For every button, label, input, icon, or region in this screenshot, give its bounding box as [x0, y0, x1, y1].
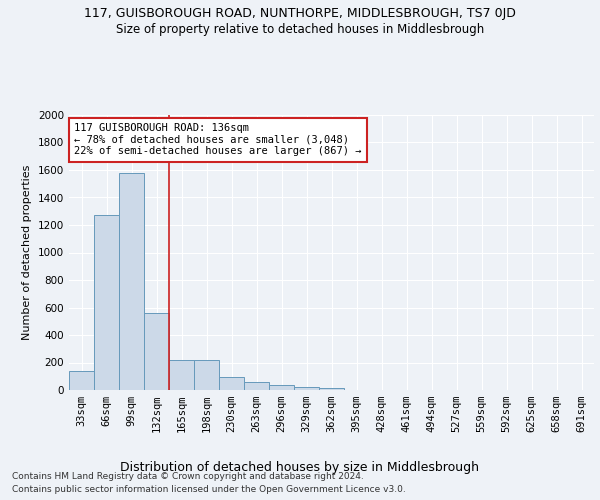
Text: Contains HM Land Registry data © Crown copyright and database right 2024.: Contains HM Land Registry data © Crown c… — [12, 472, 364, 481]
Text: 117, GUISBOROUGH ROAD, NUNTHORPE, MIDDLESBROUGH, TS7 0JD: 117, GUISBOROUGH ROAD, NUNTHORPE, MIDDLE… — [84, 8, 516, 20]
Y-axis label: Number of detached properties: Number of detached properties — [22, 165, 32, 340]
Bar — [244, 382, 269, 390]
Bar — [269, 384, 294, 390]
Bar — [169, 360, 194, 390]
Bar — [219, 377, 244, 390]
Bar — [69, 371, 94, 390]
Bar — [294, 386, 319, 390]
Bar — [119, 173, 144, 390]
Bar — [144, 313, 169, 390]
Text: 117 GUISBOROUGH ROAD: 136sqm
← 78% of detached houses are smaller (3,048)
22% of: 117 GUISBOROUGH ROAD: 136sqm ← 78% of de… — [74, 123, 362, 156]
Text: Distribution of detached houses by size in Middlesbrough: Distribution of detached houses by size … — [121, 461, 479, 474]
Bar — [194, 360, 219, 390]
Bar — [94, 216, 119, 390]
Text: Size of property relative to detached houses in Middlesbrough: Size of property relative to detached ho… — [116, 22, 484, 36]
Bar — [319, 388, 344, 390]
Text: Contains public sector information licensed under the Open Government Licence v3: Contains public sector information licen… — [12, 485, 406, 494]
